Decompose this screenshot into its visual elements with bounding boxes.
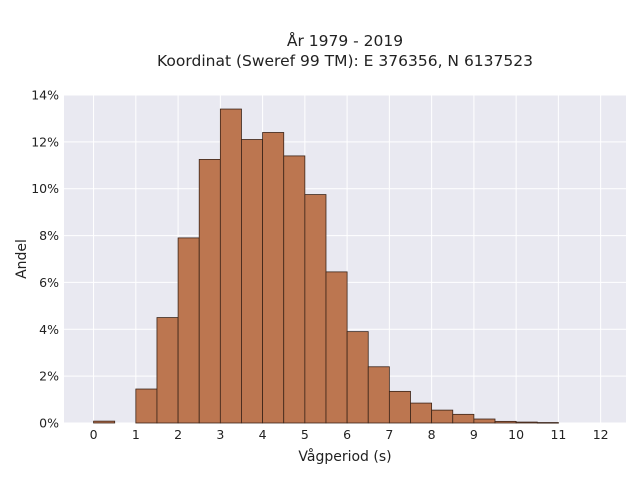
x-tick-label: 4 [259, 427, 267, 442]
x-tick-label: 0 [90, 427, 98, 442]
y-tick-labels: 0% 2% 4% 6% 8% 10% 12% 14% [31, 88, 59, 431]
y-tick-label: 0% [39, 416, 59, 431]
y-axis-label: Andel [14, 239, 30, 279]
histogram-bar [262, 132, 285, 424]
y-tick-label: 4% [39, 322, 59, 337]
y-tick-label: 2% [39, 369, 59, 384]
histogram-bar [177, 237, 200, 424]
x-tick-label: 9 [470, 427, 478, 442]
x-tick-labels: 0 1 2 3 4 5 6 7 8 9 10 11 12 [90, 427, 609, 442]
x-tick-label: 7 [385, 427, 393, 442]
x-tick-label: 8 [428, 427, 436, 442]
x-tick-label: 5 [301, 427, 309, 442]
y-tick-label: 12% [31, 134, 59, 149]
chart-title-line-1: År 1979 - 2019 [287, 31, 403, 50]
histogram-bar [515, 421, 538, 424]
histogram-bar [325, 271, 348, 424]
x-tick-label: 12 [593, 427, 609, 442]
histogram-bar [241, 139, 264, 424]
histogram-bar [473, 418, 496, 424]
histogram-bar [494, 420, 517, 424]
chart-title-line-2: Koordinat (Sweref 99 TM): E 376356, N 61… [157, 52, 533, 70]
histogram-bar [135, 388, 158, 424]
histogram-bar [346, 331, 369, 424]
x-tick-label: 2 [174, 427, 182, 442]
x-tick-label: 10 [508, 427, 524, 442]
histogram-bar [304, 194, 327, 424]
histogram-bar [410, 402, 433, 424]
histogram-bar [93, 420, 116, 424]
histogram-bar [452, 413, 475, 424]
histogram-bar [283, 155, 306, 424]
histogram-bar [388, 390, 411, 424]
x-axis-label: Vågperiod (s) [298, 448, 391, 465]
histogram-bar [219, 108, 242, 424]
y-tick-label: 10% [31, 181, 59, 196]
x-tick-label: 6 [343, 427, 351, 442]
histogram-bar [536, 422, 559, 424]
x-tick-label: 3 [216, 427, 224, 442]
histogram-bar [156, 317, 179, 424]
y-tick-label: 14% [31, 88, 59, 103]
y-tick-label: 6% [39, 275, 59, 290]
histogram-bar [431, 409, 454, 424]
x-tick-label: 1 [132, 427, 140, 442]
histogram-bar [367, 366, 390, 424]
y-tick-label: 8% [39, 228, 59, 243]
x-tick-label: 11 [550, 427, 566, 442]
bars [93, 108, 559, 424]
histogram-bar [198, 159, 221, 424]
